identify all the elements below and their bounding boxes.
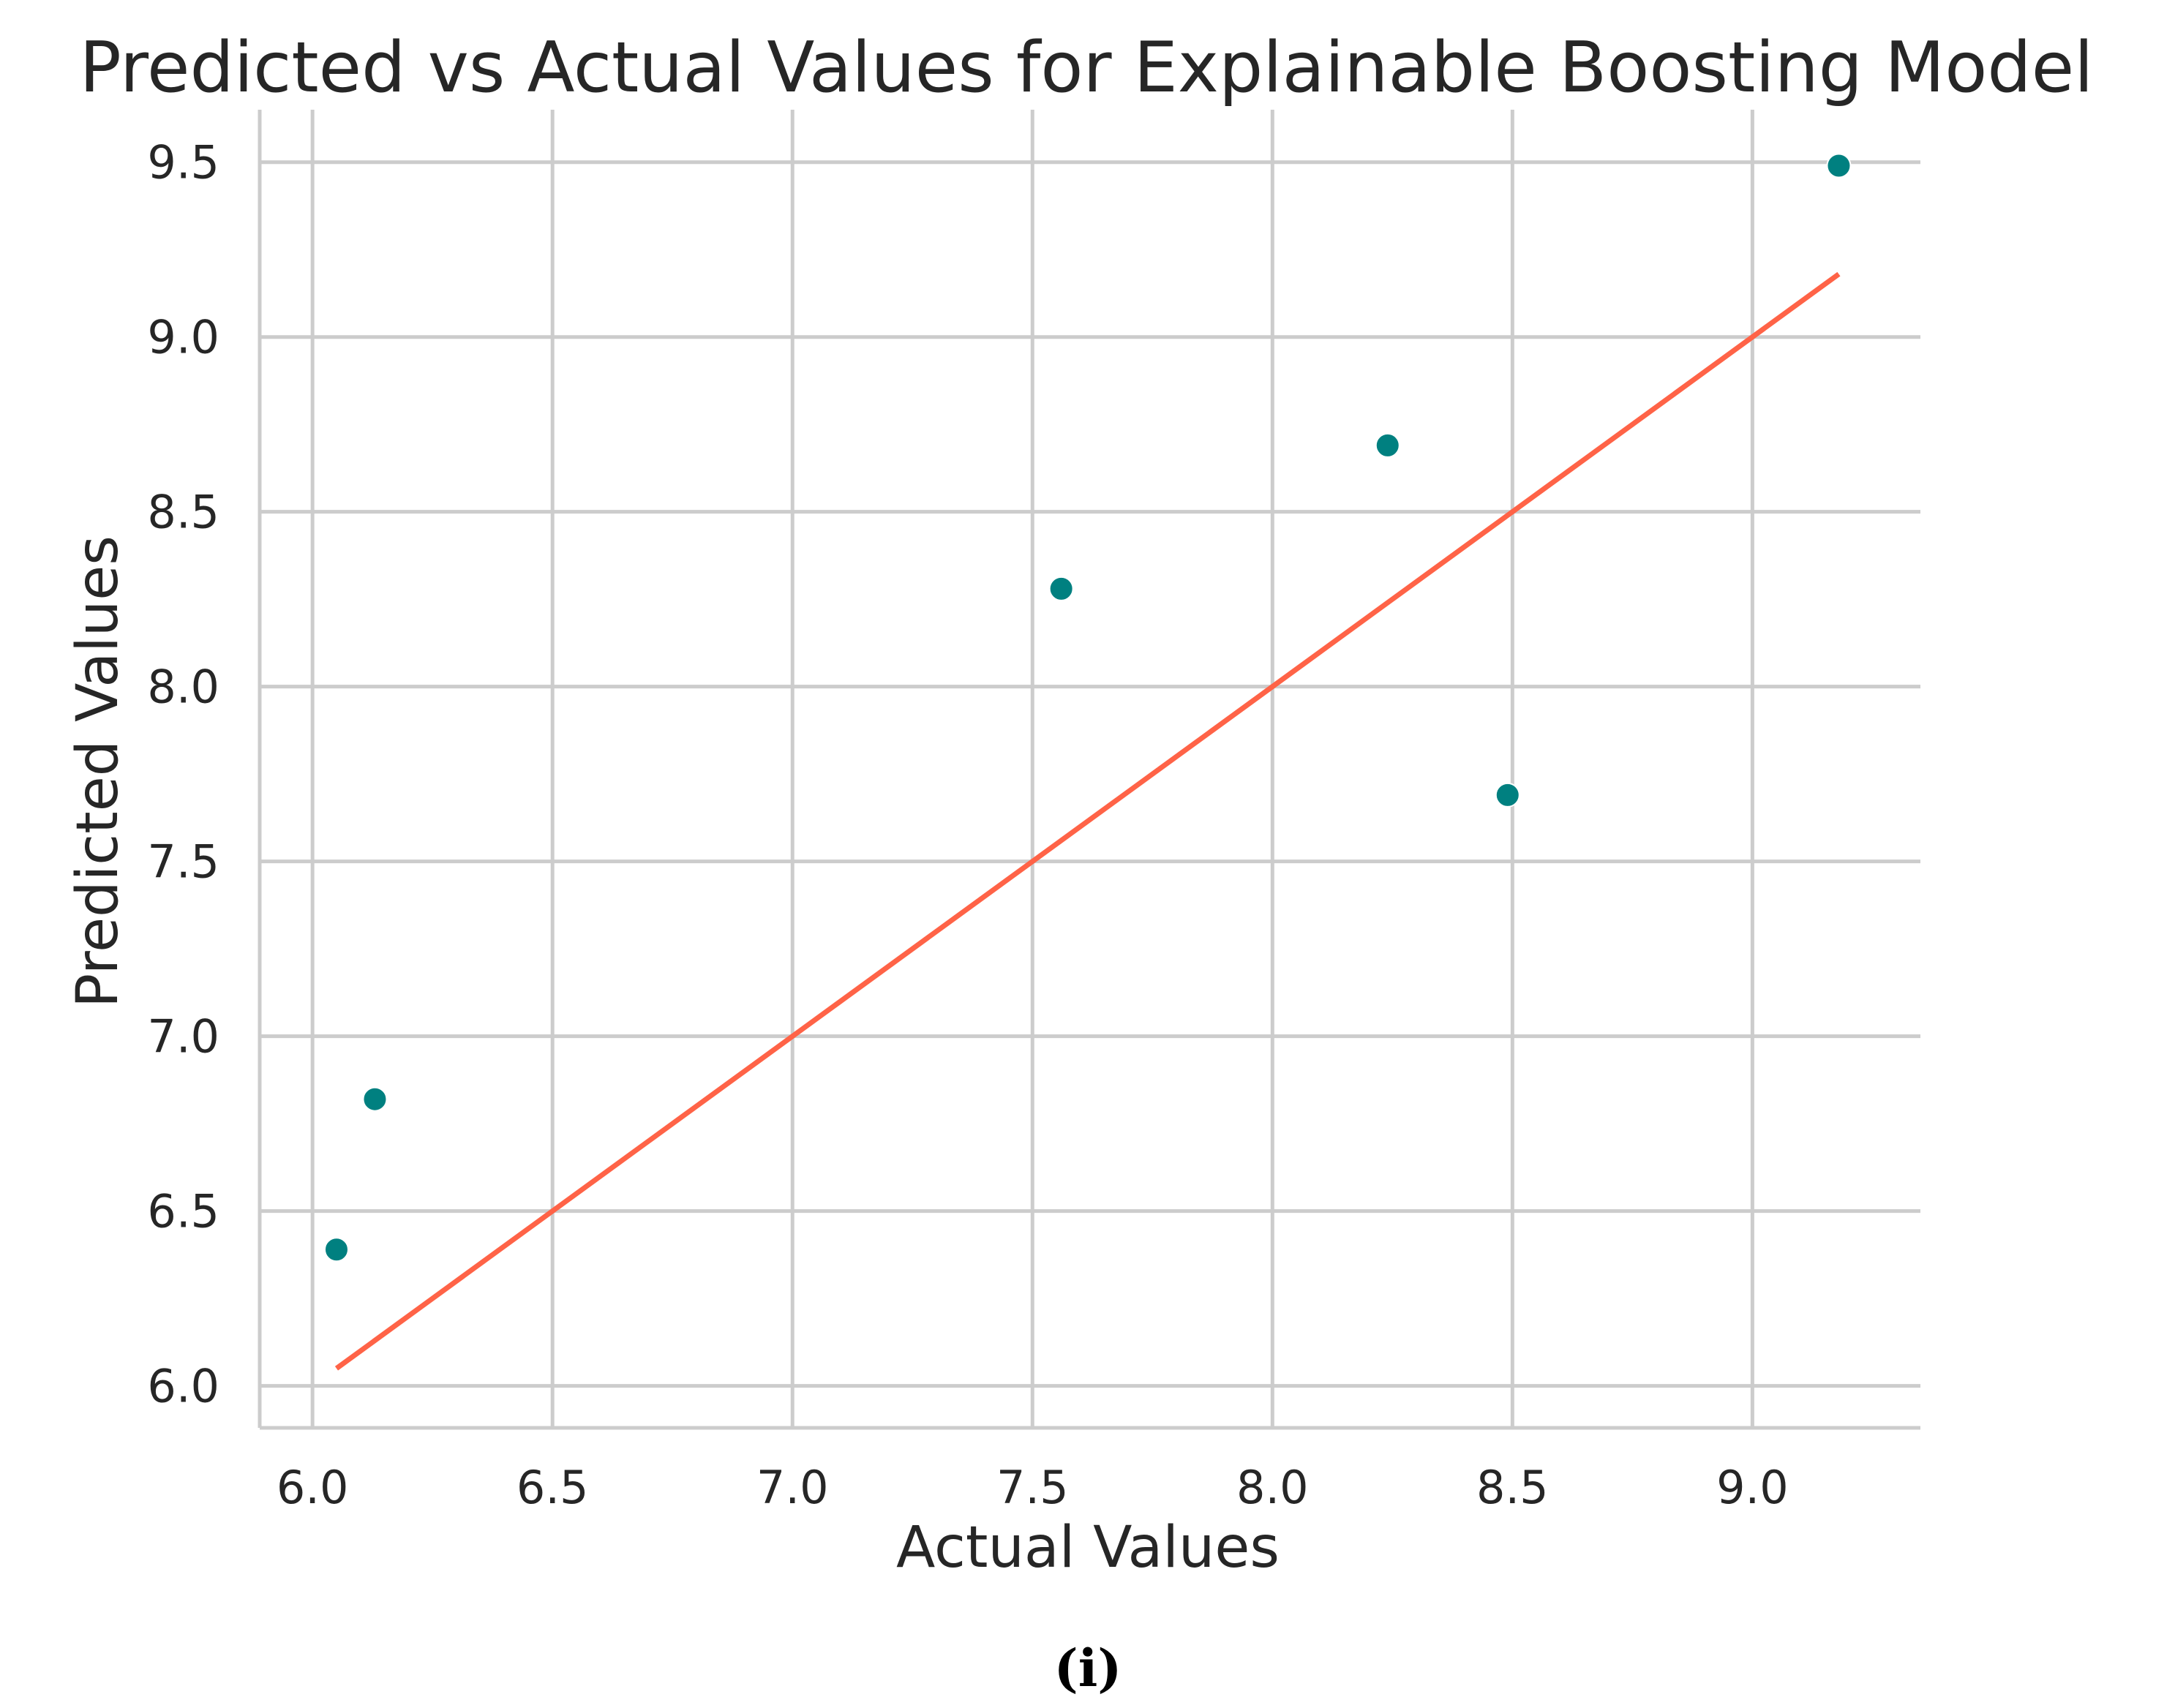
y-tick-label: 9.5	[147, 136, 219, 189]
x-tick-label: 9.0	[1716, 1461, 1789, 1514]
x-tick-label: 6.5	[516, 1461, 589, 1514]
scatter-point	[323, 1237, 349, 1263]
x-tick-label: 6.0	[277, 1461, 349, 1514]
chart-title: Predicted vs Actual Values for Explainab…	[79, 28, 2093, 108]
y-tick-label: 6.5	[147, 1185, 219, 1238]
scatter-point	[362, 1086, 388, 1112]
scatter-point	[1495, 782, 1520, 808]
ideal-fit-line-group	[334, 271, 1841, 1371]
y-tick-label: 8.0	[147, 661, 219, 714]
y-tick-label: 8.5	[147, 486, 219, 539]
x-axis-ticks: 6.0 6.5 7.0 7.5 8.0 8.5 9.0	[277, 1461, 1789, 1514]
scatter-point	[1375, 432, 1400, 458]
scatter-point	[1048, 576, 1074, 601]
x-tick-label: 8.0	[1236, 1461, 1309, 1514]
x-tick-label: 7.0	[756, 1461, 829, 1514]
y-tick-label: 6.0	[147, 1360, 219, 1413]
x-tick-label: 8.5	[1476, 1461, 1549, 1514]
x-tick-label: 7.5	[996, 1461, 1069, 1514]
grid	[260, 110, 1920, 1428]
scatter-points	[323, 153, 1852, 1263]
y-tick-label: 7.5	[147, 835, 219, 889]
figure-caption: (i)	[1054, 1638, 1122, 1698]
ideal-fit-line	[334, 271, 1841, 1371]
y-tick-label: 9.0	[147, 311, 219, 364]
y-tick-label: 7.0	[147, 1010, 219, 1064]
y-axis-ticks: 6.0 6.5 7.0 7.5 8.0 8.5 9.0 9.5	[147, 136, 219, 1413]
axes-spines	[258, 110, 1920, 1430]
y-axis-label: Predicted Values	[65, 535, 131, 1008]
x-axis-label: Actual Values	[896, 1515, 1280, 1581]
scatter-point	[1826, 153, 1852, 178]
